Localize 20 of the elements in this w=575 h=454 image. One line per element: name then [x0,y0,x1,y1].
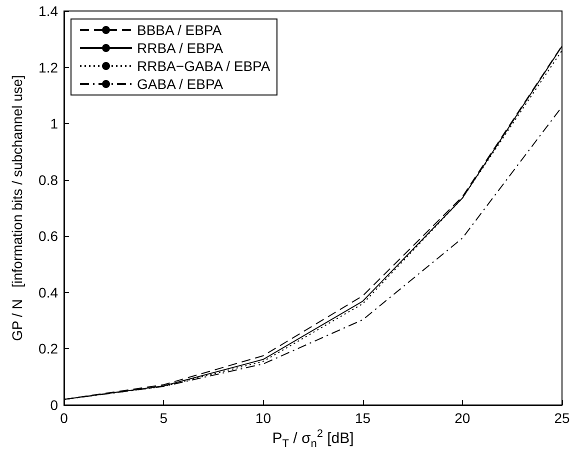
x-tick-label: 0 [60,410,68,426]
legend-label: RRBA / EBPA [137,40,224,56]
y-tick-label: 0.8 [38,172,58,188]
x-tick-label: 10 [255,410,272,426]
y-tick-label: 0.4 [38,284,58,300]
y-axis-title: GP / N [information bits / subchannel use] [9,75,25,341]
y-tick-label: 1.2 [38,59,58,76]
y-tick-label: 0.2 [38,340,58,357]
legend-label: RRBA−GABA / EBPA [137,58,271,74]
y-tick-label: 0 [50,397,58,413]
x-axis-title: P$_{T}$ / σ$_{n}$$^{2}$ [dB] [271,428,355,450]
y-tick-label: 0.6 [38,228,58,244]
y-tick-label: 1 [50,116,58,132]
legend-label: BBBA / EBPA [137,22,222,38]
x-tick-label: 25 [554,410,570,426]
y-tick-label: 1.4 [38,3,58,19]
x-tick-label: 20 [454,410,470,426]
x-tick-label: 5 [160,410,168,426]
x-tick-label: 15 [355,410,371,426]
legend-label: GABA / EBPA [137,76,224,92]
